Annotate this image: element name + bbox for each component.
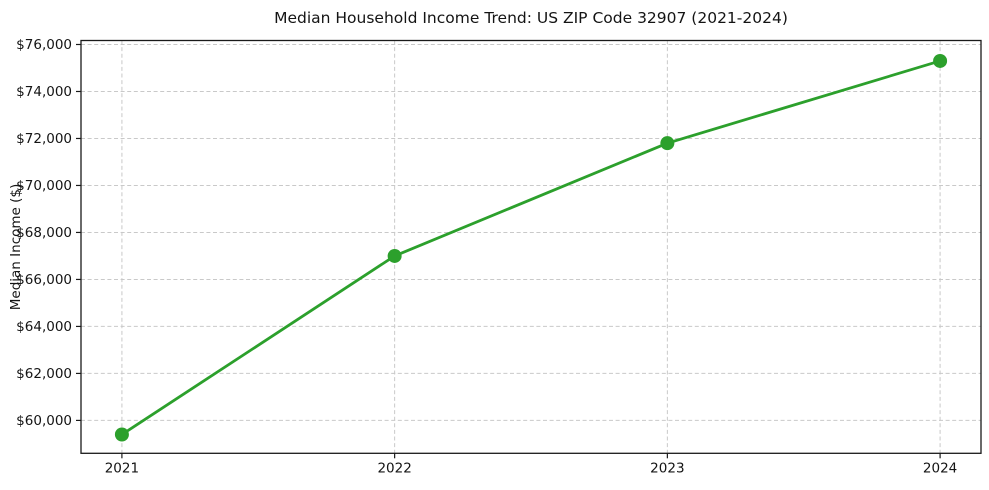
axis-layer: $60,000 $62,000 $64,000 $66,000 $68,000 $70,0…	[16, 37, 982, 476]
y-tick-label: $62,000	[16, 366, 72, 382]
chart-title: Median Household Income Trend: US ZIP Co…	[274, 9, 788, 27]
y-tick-label: $76,000	[16, 37, 72, 53]
x-tick-label: 2024	[923, 460, 957, 476]
y-tick-label: $70,000	[16, 178, 72, 194]
data-point-2024	[933, 53, 948, 68]
grid-layer	[81, 40, 981, 454]
x-tick-label: 2022	[377, 460, 411, 476]
y-tick-label: $66,000	[16, 272, 72, 288]
plot-border	[80, 39, 982, 454]
series-line	[120, 59, 942, 436]
data-point-2022	[387, 248, 402, 263]
x-tick-label: 2021	[105, 460, 139, 476]
series-layer	[114, 53, 948, 442]
y-tick-label: $64,000	[16, 319, 72, 335]
y-tick-label: $60,000	[16, 413, 72, 429]
y-tick-label: $74,000	[16, 84, 72, 100]
data-point-2023	[660, 136, 675, 151]
x-tick-label: 2023	[650, 460, 684, 476]
data-point-2021	[114, 427, 129, 442]
y-tick-label: $68,000	[16, 225, 72, 241]
y-tick-label: $72,000	[16, 131, 72, 147]
